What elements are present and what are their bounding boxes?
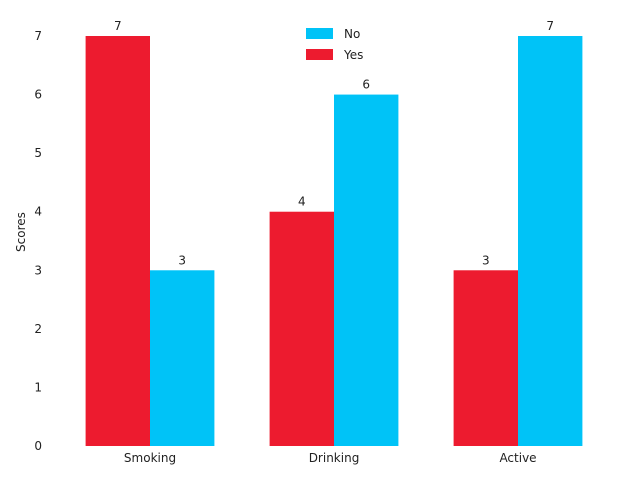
legend-label-yes: Yes: [343, 48, 363, 62]
y-tick-2: 2: [34, 322, 42, 336]
data-labels-group: 7 3 4 6 3 7: [114, 19, 554, 267]
legend: No Yes: [306, 27, 363, 62]
data-label-no-active: 7: [546, 19, 554, 33]
bar-no-active: [518, 36, 583, 446]
bar-no-smoking: [150, 270, 215, 446]
data-label-yes-active: 3: [482, 253, 490, 267]
bar-yes-smoking: [85, 36, 150, 446]
y-tick-1: 1: [34, 380, 42, 394]
data-label-yes-drinking: 4: [298, 195, 306, 209]
x-tick-drinking: Drinking: [309, 451, 360, 465]
data-label-no-drinking: 6: [362, 78, 370, 92]
bar-yes-active: [453, 270, 518, 446]
bar-no-drinking: [334, 94, 399, 447]
y-axis-ticks: 0 1 2 3 4 5 6 7: [34, 29, 42, 453]
y-axis-label: Scores: [14, 212, 28, 252]
data-label-yes-smoking: 7: [114, 19, 122, 33]
y-tick-6: 6: [34, 88, 42, 102]
y-tick-3: 3: [34, 263, 42, 277]
y-tick-0: 0: [34, 439, 42, 453]
y-tick-5: 5: [34, 146, 42, 160]
bars-group: [85, 36, 583, 447]
legend-label-no: No: [344, 27, 360, 41]
x-tick-smoking: Smoking: [124, 451, 176, 465]
x-tick-active: Active: [499, 451, 536, 465]
data-label-no-smoking: 3: [178, 253, 186, 267]
x-axis-ticks: Smoking Drinking Active: [124, 451, 537, 465]
y-tick-4: 4: [34, 205, 42, 219]
y-tick-7: 7: [34, 29, 42, 43]
legend-swatch-yes: [306, 49, 333, 60]
bar-yes-drinking: [269, 211, 334, 446]
legend-swatch-no: [306, 28, 333, 39]
